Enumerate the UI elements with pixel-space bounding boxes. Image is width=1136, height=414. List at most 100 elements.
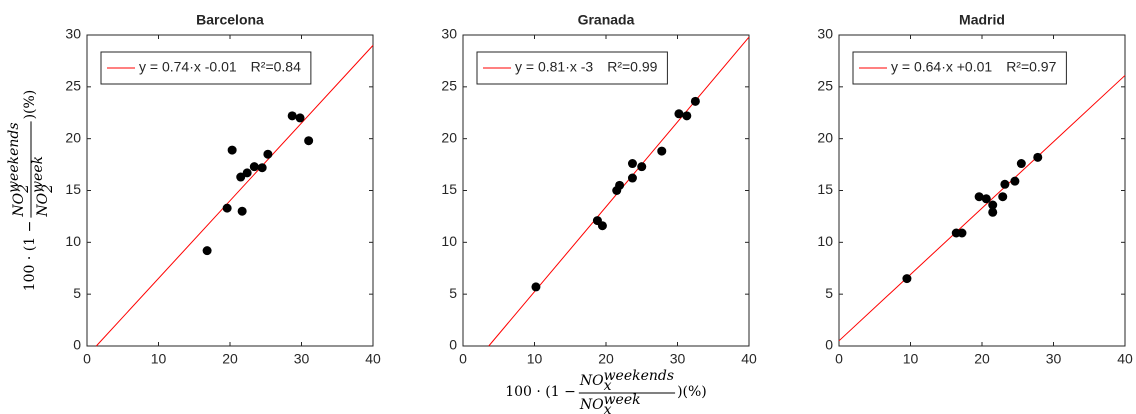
chart-title: Granada	[578, 12, 635, 28]
y-tick-label: 30	[817, 26, 833, 42]
legend-r2: R²=0.97	[1006, 59, 1056, 75]
data-point	[682, 111, 692, 121]
x-tick-label: 10	[527, 351, 543, 367]
y-tick-label: 0	[825, 337, 833, 353]
x-tick-label: 40	[741, 351, 757, 367]
x-tick-label: 0	[835, 351, 843, 367]
x-tick-label: 10	[903, 351, 919, 367]
x-tick-label: 20	[598, 351, 614, 367]
label-tail: )(%)	[677, 384, 707, 400]
data-point	[263, 149, 273, 159]
plot-area	[838, 34, 1126, 347]
fit-line	[95, 45, 374, 347]
y-tick-label: 10	[817, 233, 833, 249]
data-point	[287, 111, 297, 121]
y-tick-label: 10	[65, 233, 81, 249]
data-point	[1000, 179, 1010, 189]
y-tick-label: 25	[817, 78, 833, 94]
x-tick-label: 20	[222, 351, 238, 367]
x-tick-label: 0	[83, 351, 91, 367]
label-sub: x	[604, 378, 612, 394]
label-sub: 2	[40, 184, 56, 194]
label-base: NO	[11, 192, 27, 217]
x-tick-label: 30	[1046, 351, 1062, 367]
y-tick-label: 30	[441, 26, 457, 42]
y-tick-label: 5	[825, 285, 833, 301]
y-tick-label: 15	[441, 181, 457, 197]
data-point	[957, 228, 967, 238]
data-point	[257, 163, 267, 173]
x-tick-label: 40	[365, 351, 381, 367]
x-tick-label: 40	[1117, 351, 1133, 367]
data-point	[1033, 152, 1043, 162]
y-tick-label: 30	[65, 26, 81, 42]
legend-label: y = 0.64·x +0.01	[891, 59, 992, 75]
data-point	[304, 136, 314, 146]
data-point	[295, 113, 305, 123]
label-sup: weekends	[6, 122, 22, 193]
y-tick-label: 25	[65, 78, 81, 94]
label-tail: )(%)	[22, 90, 38, 120]
data-point	[998, 192, 1008, 202]
y-tick-label: 10	[441, 233, 457, 249]
legend-box	[100, 51, 312, 85]
plot-area	[86, 34, 374, 347]
label-lead: 100 · (1 −	[505, 384, 576, 400]
data-point	[988, 200, 998, 210]
data-point	[202, 246, 212, 256]
legend-r2: R²=0.84	[251, 59, 301, 75]
label-base: NO	[35, 192, 51, 217]
data-point	[657, 146, 667, 156]
chart-title: Madrid	[959, 12, 1005, 28]
label-lead: 100 · (1 −	[22, 221, 38, 292]
y-tick-label: 15	[817, 181, 833, 197]
data-point	[637, 162, 647, 172]
label-sup: week	[604, 392, 641, 408]
data-point	[1010, 176, 1020, 186]
x-tick-label: 20	[974, 351, 990, 367]
y-tick-label: 0	[73, 337, 81, 353]
fit-line	[838, 75, 1126, 342]
data-point	[974, 192, 984, 202]
data-point	[242, 168, 252, 178]
label-sup: weekends	[604, 368, 675, 384]
legend-r2: R²=0.99	[607, 59, 657, 75]
x-tick-label: 30	[670, 351, 686, 367]
x-tick-label: 30	[294, 351, 310, 367]
y-tick-label: 20	[817, 129, 833, 145]
plot-area	[462, 34, 750, 347]
x-tick-label: 10	[151, 351, 167, 367]
data-point	[236, 172, 246, 182]
label-sub: 2	[16, 184, 32, 194]
y-tick-label: 5	[449, 285, 457, 301]
data-point	[627, 173, 637, 183]
data-point	[222, 203, 232, 213]
data-point	[1016, 159, 1026, 169]
data-point	[227, 145, 237, 155]
data-point	[531, 282, 541, 292]
data-point	[988, 207, 998, 217]
legend-label: y = 0.74·x -0.01	[139, 59, 237, 75]
legend-box	[852, 51, 1067, 85]
y-tick-label: 0	[449, 337, 457, 353]
data-point	[674, 109, 684, 119]
data-point	[597, 221, 607, 231]
label-base: NO	[579, 397, 604, 413]
x-tick-label: 0	[459, 351, 467, 367]
data-point	[627, 159, 637, 169]
data-point	[690, 96, 700, 106]
data-point	[249, 162, 259, 172]
label-sub: x	[604, 402, 612, 414]
y-tick-label: 15	[65, 181, 81, 197]
label-sup: week	[30, 156, 46, 193]
data-point	[237, 206, 247, 216]
chart-title: Barcelona	[196, 12, 264, 28]
data-point	[981, 194, 991, 204]
legend-label: y = 0.81·x -3	[515, 59, 593, 75]
y-tick-label: 20	[441, 129, 457, 145]
y-tick-label: 20	[65, 129, 81, 145]
data-point	[615, 180, 625, 190]
